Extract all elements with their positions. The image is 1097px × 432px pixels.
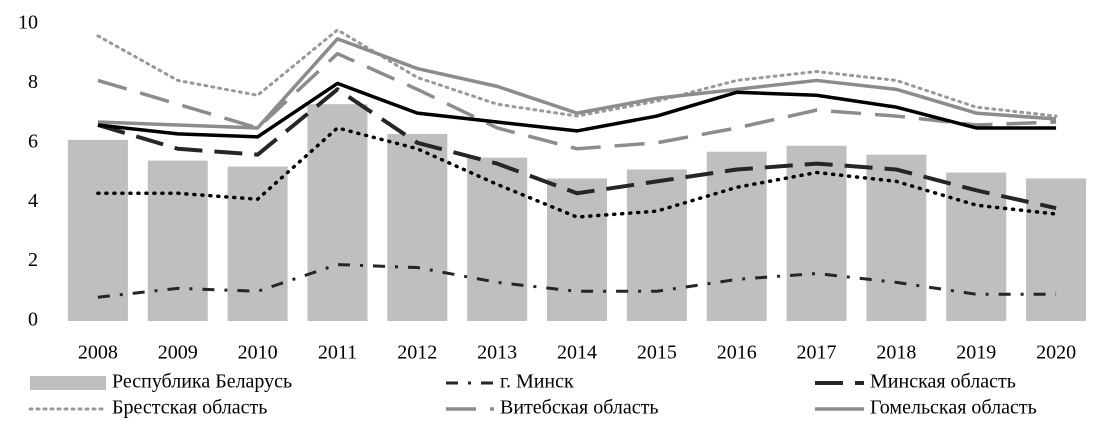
line — [96, 28, 1058, 118]
bar — [1026, 178, 1087, 321]
x-tick-label: 2014 — [557, 342, 597, 364]
y-tick-label: 4 — [28, 190, 38, 212]
legend-label: Гомельская область — [870, 397, 1037, 419]
x-tick-label: 2020 — [1036, 342, 1076, 364]
x-tick-label: 2017 — [797, 342, 837, 364]
legend-label: Республика Беларусь — [112, 371, 292, 393]
bar — [67, 139, 128, 321]
bar — [227, 166, 288, 321]
x-tick-label: 2016 — [717, 342, 757, 364]
y-tick-label: 2 — [28, 249, 38, 271]
x-tick-label: 2019 — [956, 342, 996, 364]
y-tick-label: 0 — [28, 309, 38, 331]
bar — [467, 157, 528, 321]
x-tick-label: 2010 — [238, 342, 278, 364]
x-tick-label: 2013 — [477, 342, 517, 364]
x-tick-label: 2015 — [637, 342, 677, 364]
x-tick-label: 2008 — [78, 342, 118, 364]
bar — [706, 151, 767, 321]
bar — [387, 133, 448, 321]
legend-label: Минская область — [870, 371, 1016, 393]
legend-swatch — [30, 376, 106, 390]
bar — [786, 145, 847, 321]
line — [97, 37, 1057, 130]
bar — [946, 172, 1007, 321]
x-tick-label: 2009 — [158, 342, 198, 364]
x-tick-label: 2018 — [876, 342, 916, 364]
x-tick-label: 2011 — [318, 342, 357, 364]
line — [97, 263, 1057, 299]
line — [96, 126, 1058, 219]
y-tick-label: 6 — [28, 130, 38, 152]
legend-label: г. Минск — [500, 371, 574, 393]
bar — [547, 178, 607, 321]
bar — [147, 160, 208, 321]
line — [97, 81, 1057, 139]
line — [97, 87, 1057, 211]
legend-label: Витебская область — [500, 397, 658, 419]
bar — [307, 104, 368, 321]
bar — [626, 169, 687, 321]
bar — [866, 154, 927, 321]
y-tick-label: 10 — [18, 12, 38, 34]
line — [97, 51, 1057, 151]
legend-label: Брестская область — [112, 397, 267, 419]
x-tick-label: 2012 — [397, 342, 437, 364]
y-tick-label: 8 — [28, 71, 38, 93]
